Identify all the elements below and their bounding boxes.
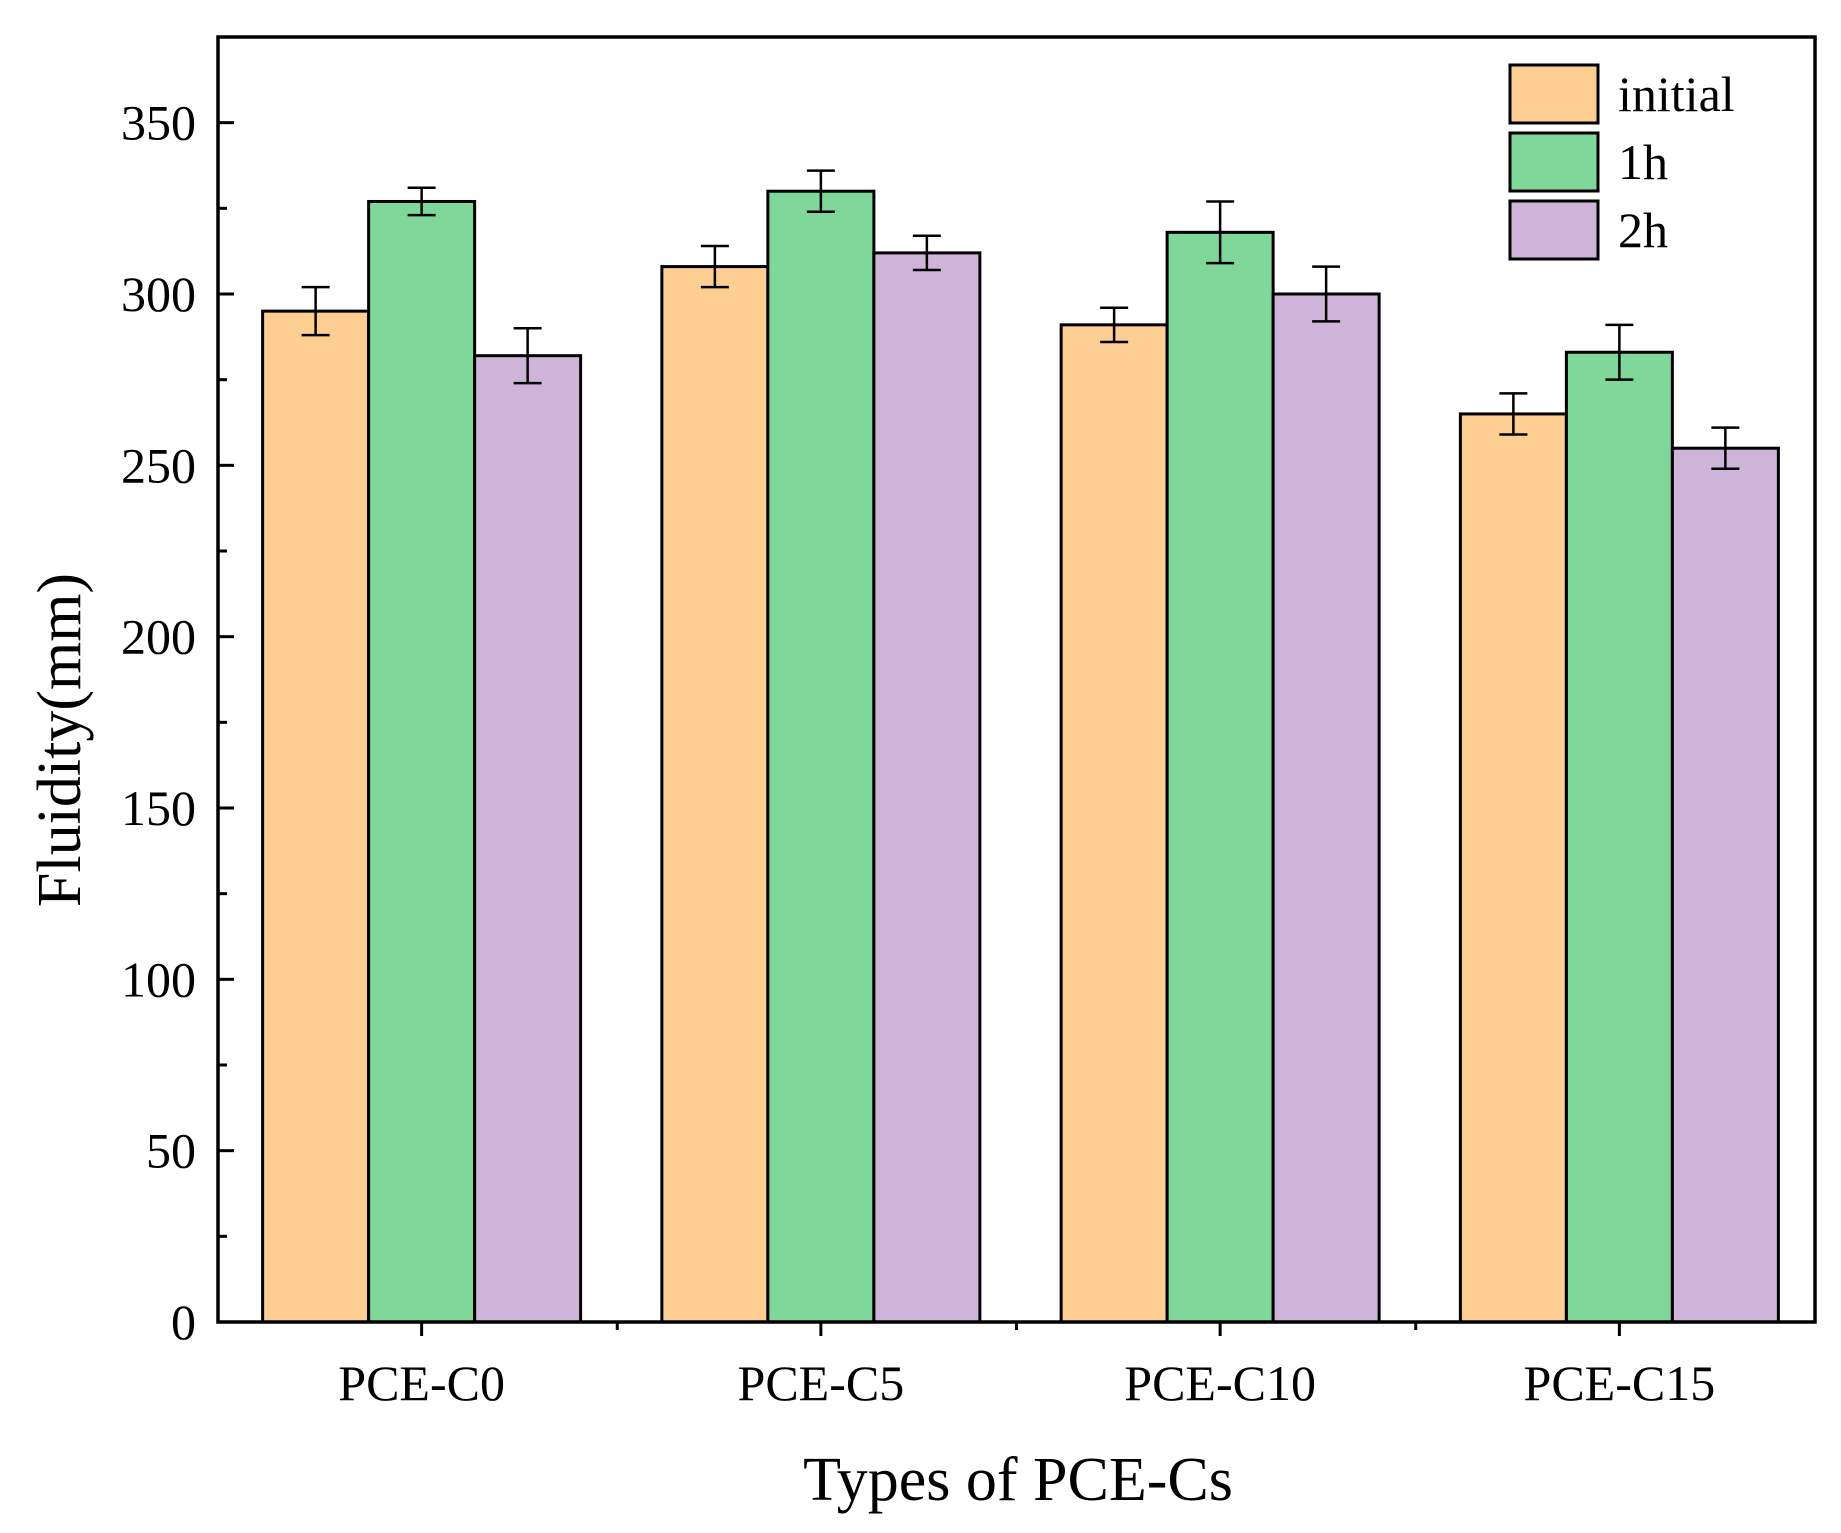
x-tick-label: PCE-C10 [1124, 1355, 1316, 1411]
error-bar-2h-pce-c10 [1312, 265, 1341, 323]
bar-initial-pce-c10 [1059, 323, 1169, 1324]
legend-swatch [1508, 63, 1600, 125]
legend-swatch [1508, 131, 1600, 193]
y-tick-label: 350 [121, 95, 196, 151]
error-bar-1h-pce-c5 [806, 169, 835, 214]
bar-2h-pce-c15 [1670, 446, 1780, 1324]
error-bar-2h-pce-c0 [513, 327, 542, 385]
legend-item-1h: 1h [1508, 131, 1668, 193]
error-bars-layer [301, 169, 1740, 471]
x-tick-label: PCE-C15 [1524, 1355, 1716, 1411]
error-bar-2h-pce-c15 [1711, 426, 1740, 471]
legend-item-initial: initial [1508, 63, 1735, 125]
bar-initial-pce-c5 [660, 265, 770, 1324]
error-bar-2h-pce-c5 [912, 234, 941, 272]
bars-layer [261, 189, 1780, 1324]
y-axis-title: Fluidity(mm) [26, 573, 94, 907]
error-bar-1h-pce-c10 [1206, 200, 1235, 265]
y-tick-label: 50 [146, 1123, 196, 1179]
legend-item-2h: 2h [1508, 199, 1668, 261]
x-tick-label: PCE-C0 [338, 1355, 505, 1411]
error-bar-initial-pce-c15 [1499, 392, 1528, 436]
bar-1h-pce-c10 [1165, 230, 1275, 1324]
bar-2h-pce-c5 [872, 251, 982, 1324]
y-tick-label: 200 [121, 609, 196, 665]
bar-initial-pce-c0 [261, 309, 371, 1324]
legend-label: initial [1618, 66, 1735, 122]
y-tick-label: 100 [121, 951, 196, 1007]
y-tick-label: 0 [171, 1294, 196, 1350]
bar-2h-pce-c10 [1271, 292, 1381, 1324]
bar-1h-pce-c5 [766, 189, 876, 1324]
legend-swatch [1508, 199, 1600, 261]
bar-2h-pce-c0 [473, 354, 583, 1324]
error-bar-initial-pce-c5 [700, 244, 729, 289]
y-tick-label: 300 [121, 266, 196, 322]
x-tick-label: PCE-C5 [738, 1355, 905, 1411]
error-bar-initial-pce-c10 [1100, 306, 1129, 344]
axes-layer: 0 50 100 150 200 250 300 350 PCE-C0 PCE-C5 PCE-C10… [121, 35, 1817, 1411]
legend-label: 2h [1618, 202, 1668, 258]
bar-1h-pce-c15 [1564, 350, 1674, 1324]
bar-initial-pce-c15 [1458, 412, 1568, 1324]
x-axis-title: Types of PCE-Cs [803, 1446, 1233, 1514]
y-tick-label: 150 [121, 780, 196, 836]
error-bar-1h-pce-c0 [407, 186, 436, 217]
bar-1h-pce-c0 [367, 199, 477, 1324]
error-bar-initial-pce-c0 [301, 285, 330, 337]
y-tick-label: 250 [121, 437, 196, 493]
error-bar-1h-pce-c15 [1605, 323, 1634, 381]
legend: initial 1h 2h [1508, 63, 1735, 261]
legend-label: 1h [1618, 134, 1668, 190]
